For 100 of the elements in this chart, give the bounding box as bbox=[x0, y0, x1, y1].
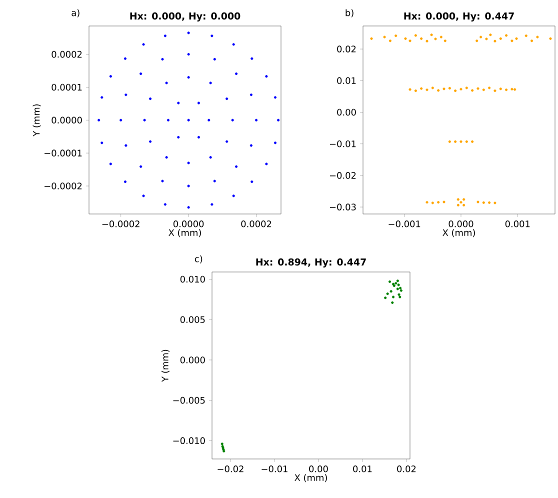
point bbox=[250, 57, 254, 60]
y-tick-label: −0.0002 bbox=[44, 182, 82, 190]
point bbox=[398, 293, 400, 296]
text: a) bbox=[72, 9, 80, 18]
point bbox=[187, 184, 190, 188]
point bbox=[396, 288, 399, 290]
point bbox=[235, 72, 238, 76]
y-tick-label: −0.005 bbox=[173, 396, 205, 404]
point bbox=[265, 75, 268, 78]
point bbox=[277, 118, 280, 122]
point bbox=[210, 34, 214, 38]
point bbox=[98, 118, 100, 122]
y-tick-label: 0.005 bbox=[180, 316, 205, 323]
point bbox=[231, 118, 234, 122]
point bbox=[213, 58, 216, 61]
point bbox=[164, 34, 166, 38]
point bbox=[187, 32, 190, 34]
point bbox=[124, 180, 127, 184]
point bbox=[187, 53, 190, 56]
point bbox=[142, 43, 145, 46]
point bbox=[265, 162, 268, 166]
point bbox=[120, 118, 122, 122]
y-tick-label: 0.010 bbox=[180, 276, 205, 283]
x-tick-label: −0.01 bbox=[262, 466, 288, 472]
point bbox=[392, 282, 395, 286]
point bbox=[250, 180, 254, 184]
point bbox=[100, 96, 104, 99]
text: b) bbox=[346, 9, 354, 18]
y-tick-label: 0.0001 bbox=[52, 84, 82, 91]
point bbox=[124, 94, 128, 96]
point bbox=[209, 82, 212, 84]
point bbox=[250, 94, 252, 96]
point bbox=[400, 289, 402, 292]
x-axis-title: X (mm) bbox=[442, 229, 475, 238]
point bbox=[161, 180, 164, 182]
point bbox=[109, 162, 112, 166]
point bbox=[250, 144, 252, 147]
point bbox=[386, 292, 389, 296]
point bbox=[197, 102, 200, 104]
point bbox=[384, 296, 387, 300]
point bbox=[164, 203, 166, 206]
y-tick-label: 0.0002 bbox=[52, 50, 82, 58]
point bbox=[165, 82, 168, 84]
y-tick-label: 0.0000 bbox=[52, 116, 82, 124]
point bbox=[187, 76, 190, 79]
y-axis-title: Y (mm) bbox=[161, 350, 170, 382]
y-tick-label: −0.01 bbox=[330, 140, 356, 148]
point bbox=[140, 165, 142, 168]
point bbox=[161, 58, 164, 61]
y-tick-label: 0.000 bbox=[180, 356, 205, 364]
point bbox=[140, 72, 142, 76]
point bbox=[197, 136, 200, 139]
point bbox=[399, 286, 402, 290]
point bbox=[222, 448, 225, 451]
point bbox=[392, 296, 395, 298]
text: c) bbox=[194, 255, 202, 264]
y-tick-label: 0.02 bbox=[337, 46, 356, 52]
y-tick-label: −0.02 bbox=[330, 172, 356, 179]
point bbox=[232, 194, 235, 198]
point bbox=[232, 43, 235, 46]
y-tick-label: 0.00 bbox=[337, 108, 356, 116]
point bbox=[235, 165, 238, 168]
y-tick-label: −0.03 bbox=[330, 204, 356, 210]
point bbox=[166, 118, 170, 122]
y-tick-label: −0.0001 bbox=[44, 150, 82, 156]
x-axis-title: X (mm) bbox=[294, 474, 327, 482]
point bbox=[392, 284, 396, 287]
point bbox=[222, 450, 226, 452]
chart-title: Hx: 0.000, Hy: 0.000 bbox=[130, 12, 240, 22]
point bbox=[220, 442, 224, 446]
point bbox=[209, 156, 212, 159]
chart-title: Hx: 0.894, Hy: 0.447 bbox=[256, 258, 366, 268]
point bbox=[109, 75, 112, 78]
point bbox=[210, 203, 214, 206]
point bbox=[124, 144, 128, 147]
point bbox=[208, 118, 210, 122]
point bbox=[165, 156, 168, 159]
point bbox=[142, 194, 145, 198]
point bbox=[149, 97, 152, 100]
point bbox=[187, 118, 190, 122]
point bbox=[390, 290, 392, 293]
point bbox=[100, 142, 104, 144]
point bbox=[177, 136, 180, 139]
point bbox=[124, 57, 127, 60]
x-tick-label: 0.01 bbox=[353, 466, 372, 472]
y-tick-label: −0.010 bbox=[173, 437, 205, 444]
point bbox=[254, 118, 258, 122]
point bbox=[187, 206, 190, 209]
point bbox=[398, 296, 402, 298]
x-tick-label: 0.0002 bbox=[241, 220, 272, 228]
x-axis-title: X (mm) bbox=[168, 229, 201, 238]
chart-title: Hx: 0.000, Hy: 0.447 bbox=[404, 12, 514, 22]
y-tick-label: 0.01 bbox=[337, 77, 356, 84]
point bbox=[274, 96, 277, 99]
point bbox=[187, 162, 190, 164]
y-axis-title: Y (mm) bbox=[32, 104, 41, 136]
x-tick-label: 0.02 bbox=[397, 466, 416, 472]
point bbox=[213, 180, 216, 182]
point bbox=[388, 280, 392, 283]
x-tick-label: −0.001 bbox=[388, 220, 420, 228]
